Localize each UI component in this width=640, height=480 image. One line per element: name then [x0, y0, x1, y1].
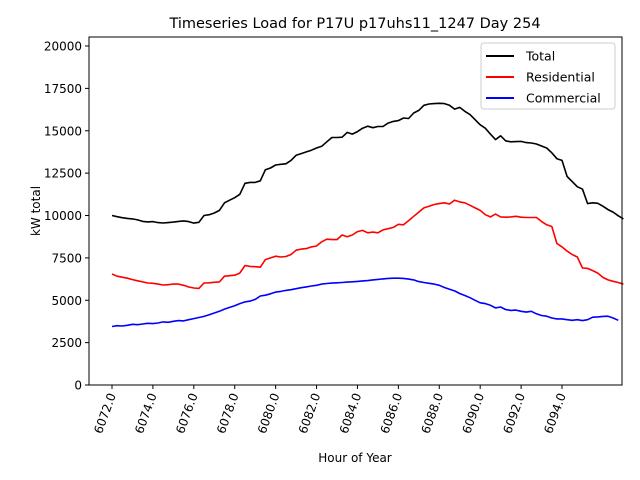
series-line-commercial — [111, 277, 619, 328]
y-tick-label: 2500 — [51, 336, 82, 350]
plot-frame — [88, 36, 623, 386]
x-tick-label: 6078.0 — [214, 391, 242, 435]
x-tick-label: 6090.0 — [459, 391, 487, 435]
series-line-residential — [111, 199, 624, 290]
x-axis-label: Hour of Year — [318, 451, 392, 465]
x-tick-label: 6092.0 — [500, 391, 528, 435]
series-line-total — [111, 102, 624, 224]
x-tick-label: 6074.0 — [132, 391, 160, 435]
x-tick-label: 6080.0 — [255, 391, 283, 435]
x-tick-label: 6094.0 — [541, 391, 569, 435]
chart-title: Timeseries Load for P17U p17uhs11_1247 D… — [168, 16, 540, 32]
x-axis: 6072.0 6074.0 6076.0 6078.0 6080.0 6082.0 6084… — [91, 385, 569, 435]
legend: Total Residential Commercial — [480, 42, 616, 110]
legend-label-commercial: Commercial — [526, 91, 601, 106]
y-tick-label: 0 — [74, 379, 82, 393]
x-tick-label: 6084.0 — [337, 391, 365, 435]
y-tick-label: 5000 — [51, 294, 82, 308]
x-tick-label: 6088.0 — [419, 391, 447, 435]
x-tick-label: 6086.0 — [378, 391, 406, 435]
y-axis-label: kW total — [29, 186, 43, 236]
y-axis: 0 2500 5000 7500 10000 12500 15000 17500 20000 — [44, 40, 89, 393]
y-tick-label: 20000 — [44, 40, 82, 54]
x-tick-label: 6076.0 — [173, 391, 201, 435]
y-tick-label: 7500 — [51, 251, 82, 265]
x-tick-label: 6072.0 — [91, 391, 119, 435]
y-tick-label: 10000 — [44, 209, 82, 223]
legend-label-residential: Residential — [526, 70, 595, 85]
plot-area — [111, 102, 624, 328]
y-tick-label: 17500 — [44, 82, 82, 96]
y-tick-label: 12500 — [44, 167, 82, 181]
legend-box — [480, 42, 616, 110]
y-tick-label: 15000 — [44, 124, 82, 138]
legend-label-total: Total — [525, 49, 555, 64]
x-tick-label: 6082.0 — [296, 391, 324, 435]
